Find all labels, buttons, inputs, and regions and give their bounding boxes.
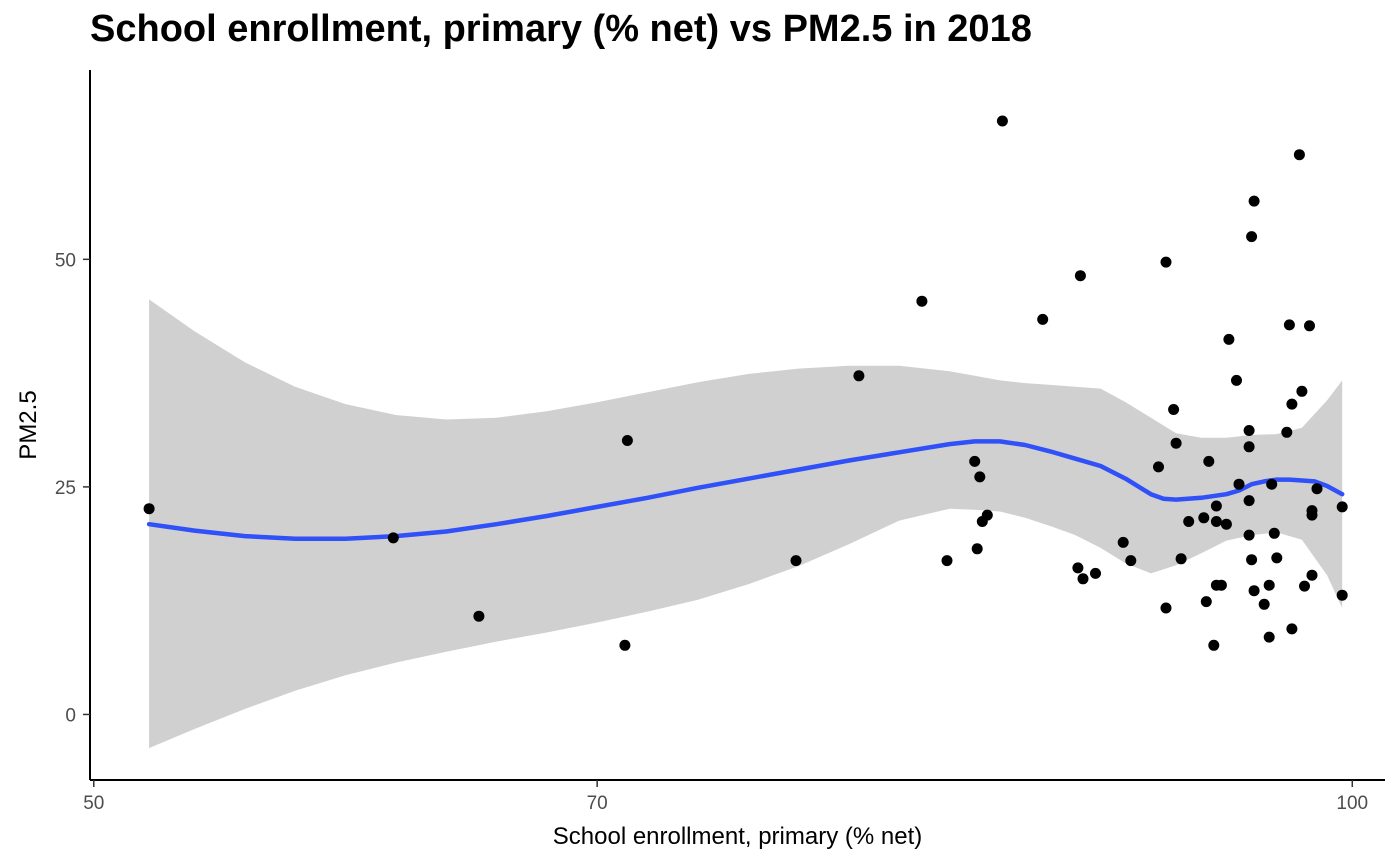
data-point	[1243, 529, 1255, 541]
data-point	[1203, 455, 1215, 467]
confidence-band-layer	[149, 299, 1343, 749]
data-point	[1220, 518, 1232, 530]
axes-layer	[89, 70, 1385, 781]
data-point	[853, 370, 865, 382]
data-point	[1175, 553, 1187, 565]
data-points-layer	[143, 115, 1348, 651]
data-point	[1072, 562, 1084, 574]
data-point	[1090, 567, 1101, 579]
data-point	[1271, 552, 1283, 564]
data-point	[1243, 425, 1255, 436]
data-point	[1283, 319, 1295, 331]
data-point	[1210, 516, 1222, 527]
data-point	[1248, 195, 1260, 207]
data-point	[1243, 441, 1255, 453]
data-point	[1296, 385, 1308, 397]
data-point	[1306, 569, 1318, 581]
data-point	[619, 639, 631, 651]
data-point	[1246, 554, 1258, 566]
x-tick-label: 50	[83, 793, 104, 814]
x-tick-label: 70	[587, 793, 608, 814]
data-point	[621, 435, 633, 446]
data-point	[1077, 573, 1089, 585]
data-point	[1160, 602, 1172, 614]
data-point	[1304, 320, 1315, 332]
y-axis-ticks: 0 25 50	[55, 250, 90, 726]
x-axis-ticks: 50 70 100	[83, 780, 1368, 814]
data-point	[1200, 596, 1212, 608]
data-point	[1293, 149, 1305, 161]
data-point	[1074, 270, 1086, 282]
data-point	[916, 295, 928, 307]
data-point	[1170, 437, 1182, 449]
data-point	[1286, 623, 1298, 635]
data-point	[1266, 478, 1278, 490]
x-tick-label: 100	[1336, 793, 1368, 814]
data-point	[1336, 501, 1348, 513]
data-point	[1117, 536, 1129, 548]
y-tick-label: 0	[65, 705, 76, 726]
y-tick-label: 50	[55, 250, 76, 271]
data-point	[1037, 313, 1049, 325]
data-point	[1183, 516, 1195, 527]
data-point	[974, 471, 986, 483]
x-axis-title: School enrollment, primary (% net)	[553, 823, 922, 850]
data-point	[790, 555, 802, 567]
data-point	[143, 503, 155, 515]
data-point	[981, 509, 993, 521]
data-point	[1263, 631, 1275, 643]
data-point	[1168, 404, 1180, 415]
data-point	[1299, 580, 1310, 592]
data-point	[1281, 426, 1293, 438]
data-point	[1208, 639, 1220, 651]
data-point	[1336, 589, 1348, 601]
data-point	[1243, 495, 1255, 507]
chart-title: School enrollment, primary (% net) vs PM…	[90, 8, 1032, 50]
data-point	[1258, 598, 1270, 610]
smooth-line-layer	[146, 439, 1345, 542]
data-point	[1210, 500, 1222, 512]
data-point	[387, 532, 399, 544]
data-point	[1233, 478, 1245, 490]
data-point	[1153, 461, 1164, 473]
smooth-line	[146, 439, 1345, 542]
data-point	[996, 115, 1008, 127]
data-point	[971, 543, 983, 555]
confidence-band	[149, 299, 1343, 749]
data-point	[1311, 483, 1323, 495]
data-point	[1231, 374, 1242, 386]
data-point	[1263, 579, 1275, 591]
y-tick-label: 25	[55, 478, 76, 499]
data-point	[1286, 398, 1298, 410]
data-point	[473, 610, 485, 622]
data-point	[1215, 579, 1227, 591]
data-point	[941, 555, 953, 567]
data-point	[969, 455, 981, 467]
data-point	[1160, 256, 1172, 268]
data-point	[1306, 509, 1318, 521]
data-point	[1248, 585, 1260, 597]
data-point	[1246, 231, 1258, 243]
data-point	[1223, 333, 1235, 345]
data-point	[1268, 527, 1280, 539]
y-axis-title: PM2.5	[15, 390, 42, 459]
data-point	[1125, 555, 1137, 567]
data-point	[1198, 512, 1210, 524]
